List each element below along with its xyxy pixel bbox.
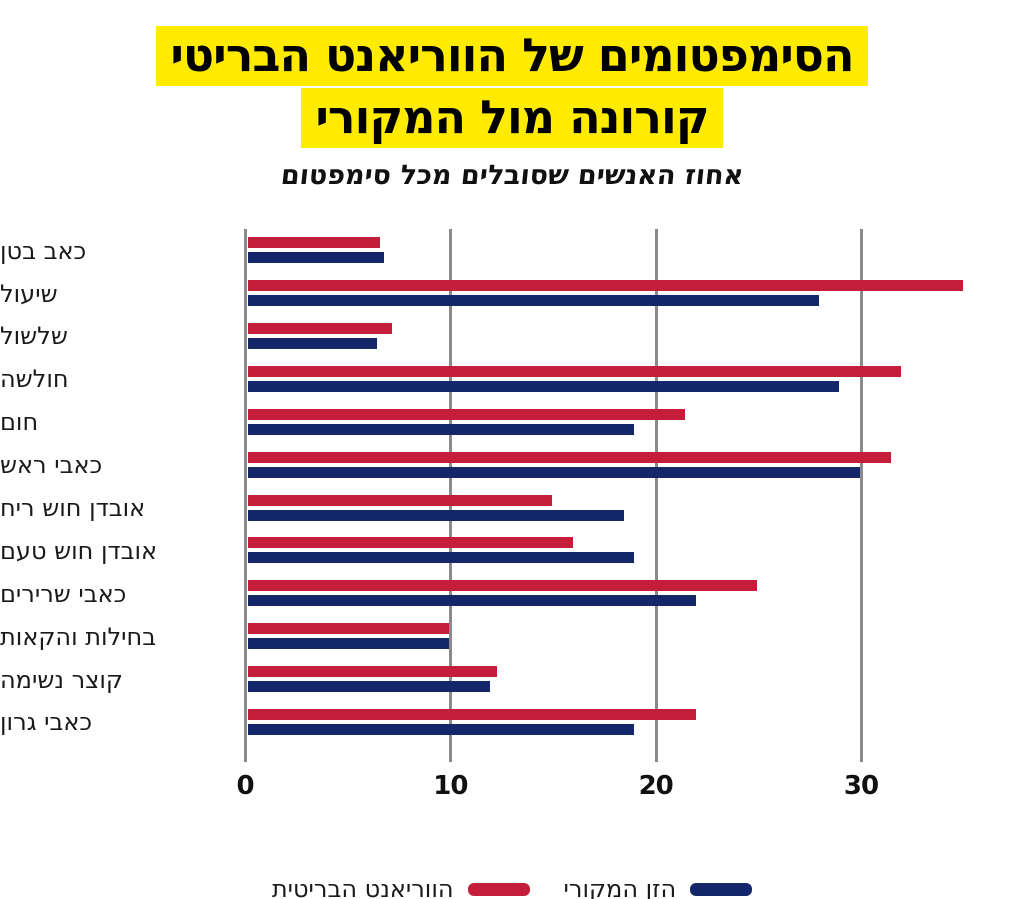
category-label-row: חולשה — [0, 358, 244, 401]
variant-bar — [248, 623, 450, 635]
category-labels: כאב בטן שיעול שלשול חולשה חום כאבי ראש אובדן ח… — [0, 229, 244, 744]
variant-bar — [248, 408, 686, 420]
original-bar — [248, 724, 635, 736]
bar-row — [244, 572, 1014, 615]
category-label-row: כאבי ראש — [0, 444, 244, 487]
category-label: כאבי גרון — [0, 708, 93, 737]
variant-bar — [248, 280, 963, 292]
legend-item-original: הזן המקורי — [564, 875, 753, 899]
category-label: שלשול — [0, 322, 68, 351]
chart-subtitle: אחוז האנשים שסובלים מכל סימפטום — [279, 160, 745, 192]
variant-bar — [248, 709, 696, 721]
bars-area — [244, 229, 1014, 744]
x-tick-label: 20 — [638, 771, 674, 802]
variant-bar — [248, 451, 891, 463]
x-tick-label: 0 — [236, 771, 254, 802]
category-label-row: כאב בטן — [0, 229, 244, 272]
title-line-1: הסימפטומים של הווריאנט הבריטי — [156, 26, 868, 87]
category-label-row: קוצר נשימה — [0, 658, 244, 701]
original-bar — [248, 595, 696, 607]
variant-bar — [248, 666, 497, 678]
category-label: כאב בטן — [0, 236, 87, 265]
category-label: בחילות והקאות — [0, 622, 157, 651]
category-label: חום — [0, 408, 39, 437]
bar-row — [244, 658, 1014, 701]
category-label-row: כאבי גרון — [0, 701, 244, 744]
variant-bar — [248, 537, 573, 549]
bar-row — [244, 529, 1014, 572]
category-label: אובדן חוש טעם — [0, 536, 158, 565]
bar-chart: כאב בטן שיעול שלשול חולשה חום כאבי ראש אובדן ח… — [0, 229, 1024, 829]
gridline — [654, 229, 658, 763]
variant-bar — [248, 580, 758, 592]
category-label-row: שלשול — [0, 315, 244, 358]
legend-label-variant: הווריאנט הבריטית — [271, 875, 454, 899]
bar-row — [244, 358, 1014, 401]
variant-bar — [248, 237, 380, 249]
original-bar — [248, 423, 635, 435]
category-label: שיעול — [0, 279, 58, 308]
original-bar — [248, 295, 819, 307]
variant-bar — [248, 365, 902, 377]
original-bar — [248, 681, 491, 693]
legend-swatch-variant — [467, 882, 530, 896]
variant-bar — [248, 323, 392, 334]
legend-label-original: הזן המקורי — [563, 875, 677, 899]
gridline — [860, 229, 863, 763]
bar-row — [244, 701, 1014, 744]
title-line-2: קורונה מול המקורי — [301, 88, 723, 149]
x-tick-label: 30 — [843, 771, 879, 802]
legend: הזן המקורי הווריאנט הבריטית — [0, 875, 1024, 899]
category-label: חולשה — [0, 365, 69, 394]
original-bar — [248, 638, 450, 650]
category-label-row: חום — [0, 401, 244, 444]
gridline — [244, 229, 247, 763]
category-label-row: בחילות והקאות — [0, 615, 244, 658]
bar-row — [244, 487, 1014, 530]
original-bar — [248, 466, 860, 478]
legend-item-variant: הווריאנט הבריטית — [272, 875, 530, 899]
original-bar — [248, 338, 378, 349]
bar-row — [244, 615, 1014, 658]
bar-row — [244, 444, 1014, 487]
bar-row — [244, 272, 1014, 315]
category-label: קוצר נשימה — [0, 665, 123, 694]
category-label-row: אובדן חוש טעם — [0, 529, 244, 572]
bar-row — [244, 229, 1014, 272]
legend-swatch-original — [690, 882, 753, 896]
category-label-row: כאבי שרירים — [0, 572, 244, 615]
plot-area: 0 10 20 30 — [236, 229, 1014, 801]
category-label: כאבי ראש — [0, 451, 103, 480]
variant-bar — [248, 494, 552, 506]
original-bar — [248, 380, 840, 392]
category-label: כאבי שרירים — [0, 579, 127, 608]
category-label-row: שיעול — [0, 272, 244, 315]
original-bar — [248, 252, 384, 264]
original-bar — [248, 509, 624, 521]
bar-row — [244, 401, 1014, 444]
chart-header: הסימפטומים של הווריאנט הבריטי קורונה מול… — [0, 0, 1024, 191]
category-label: אובדן חוש ריח — [0, 494, 146, 522]
x-tick-label: 10 — [433, 771, 468, 802]
original-bar — [248, 552, 635, 564]
subtitle-wrap: אחוז האנשים שסובלים מכל סימפטום — [0, 160, 1024, 191]
page-title: הסימפטומים של הווריאנט הבריטי קורונה מול… — [0, 26, 1024, 149]
category-label-row: אובדן חוש ריח — [0, 487, 244, 530]
bar-row — [244, 315, 1014, 358]
